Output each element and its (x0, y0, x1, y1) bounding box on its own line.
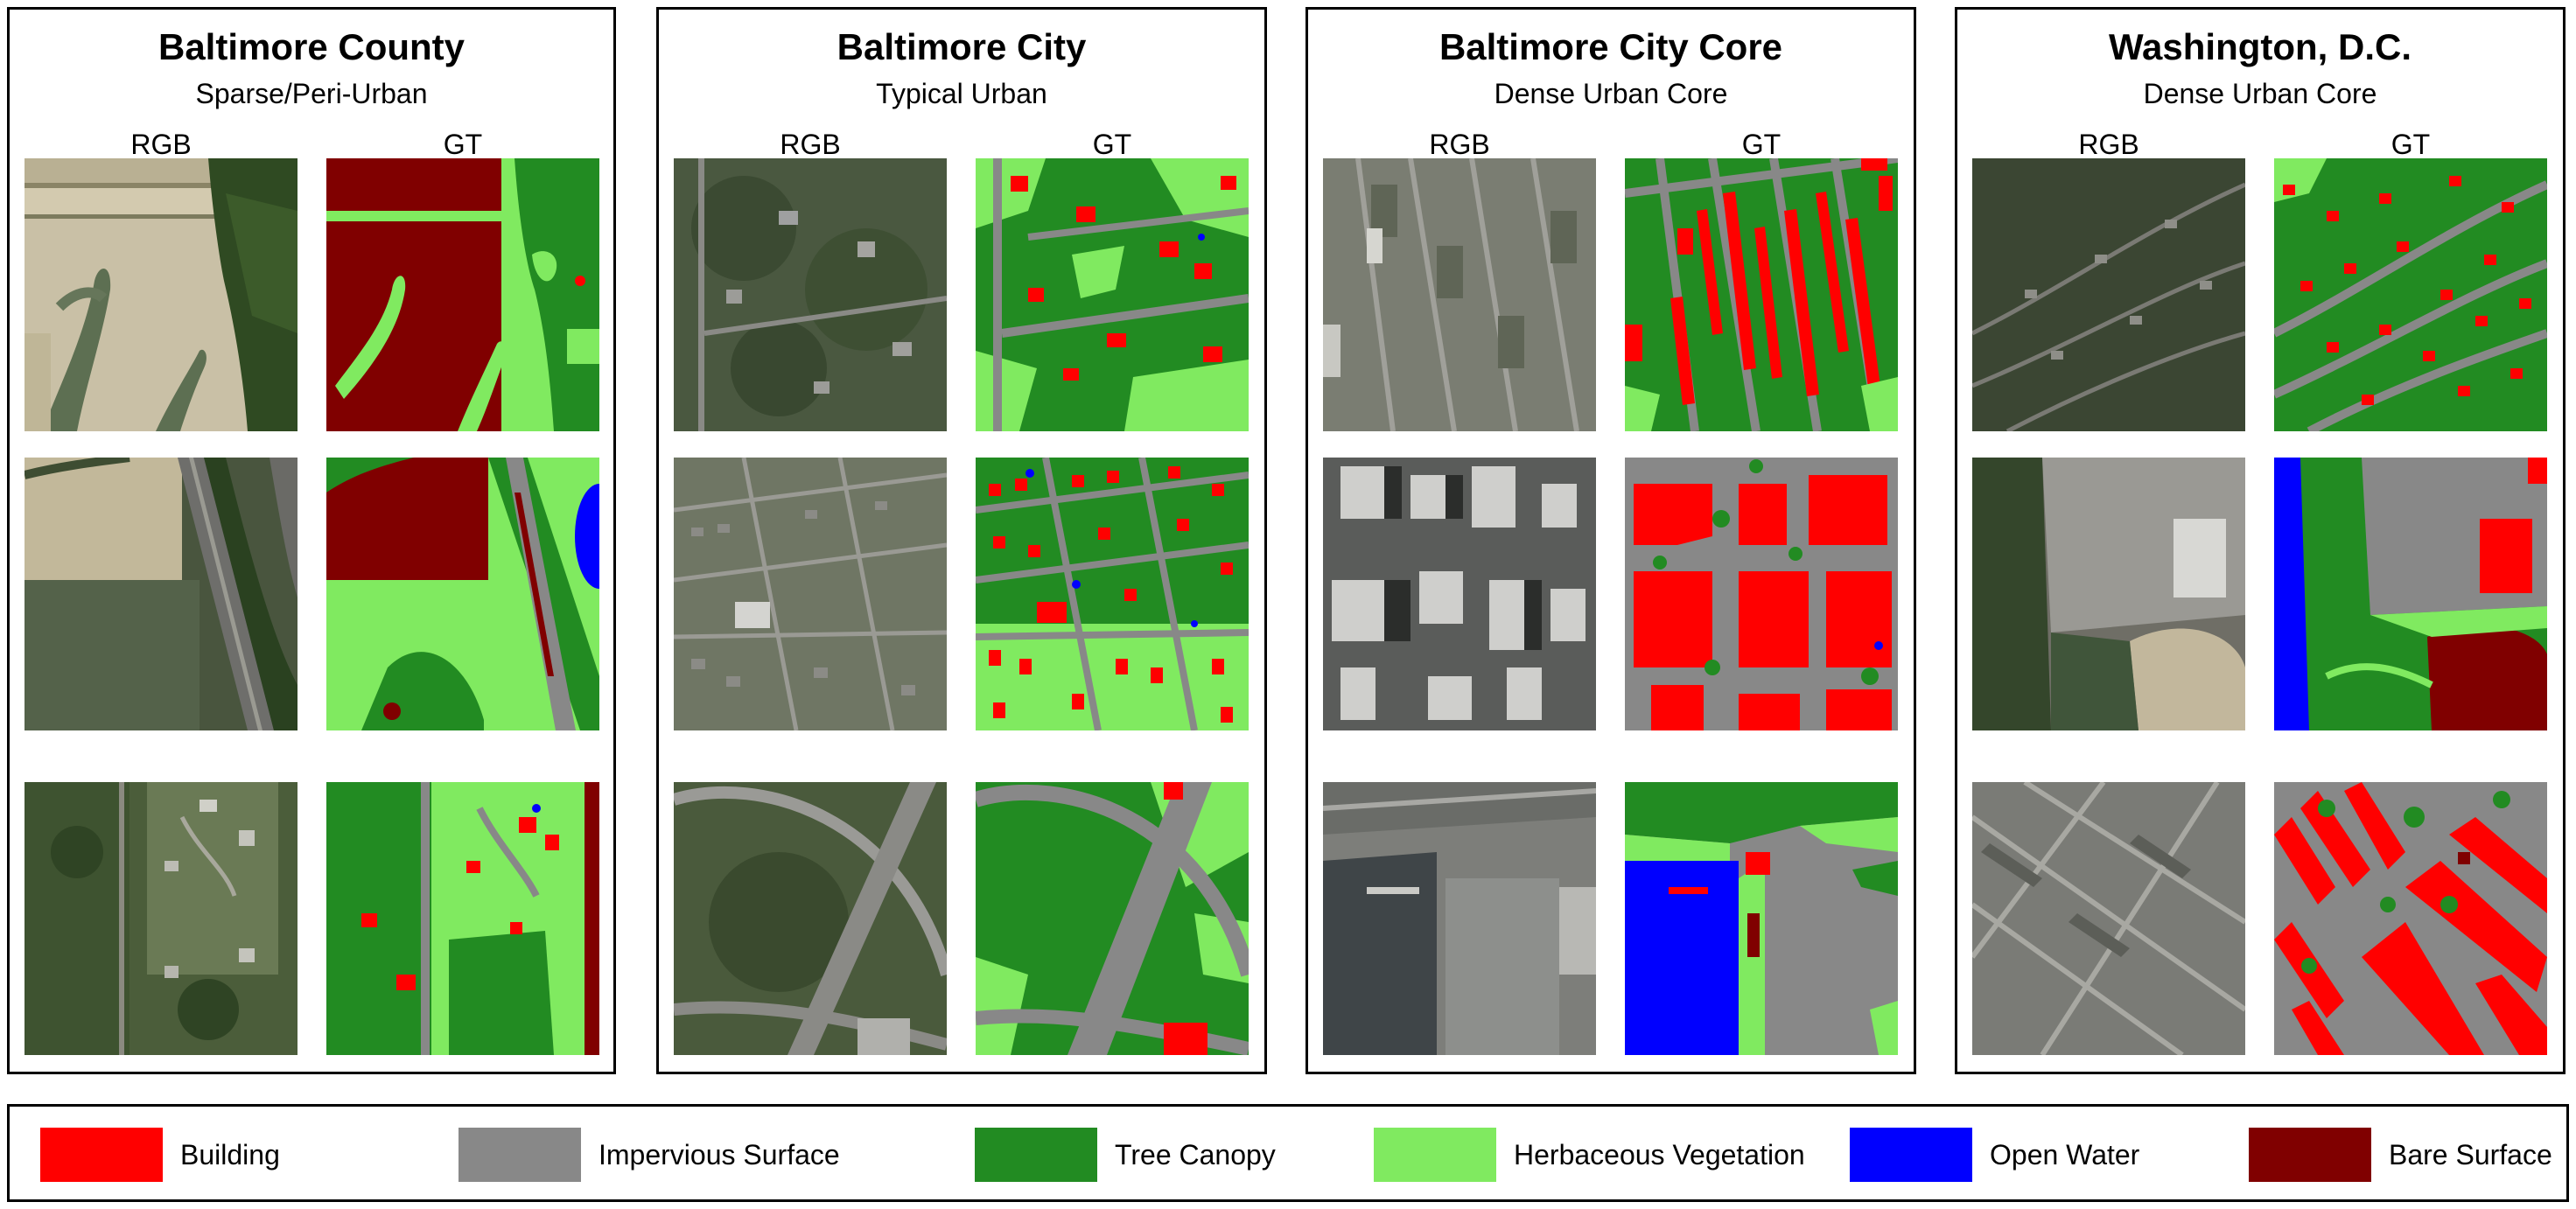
rgb-column-label: RGB (130, 129, 192, 160)
ground-truth-mask (326, 158, 599, 431)
rgb-aerial-image (674, 458, 947, 730)
rgb-aerial-image (1972, 158, 2245, 431)
ground-truth-mask (1625, 458, 1898, 730)
panel-washington-dc: Washington, D.C. Dense Urban Core RGB GT (1955, 7, 2566, 1074)
ground-truth-mask (976, 458, 1249, 730)
panel-title: Baltimore City Core (1438, 26, 1783, 67)
legend: Building Impervious Surface Tree Canopy … (7, 1104, 2569, 1202)
panel-baltimore-city-core: Baltimore City Core Dense Urban Core RGB… (1306, 7, 1916, 1074)
panel-title: Washington, D.C. (2108, 26, 2412, 67)
panel-baltimore-county: Baltimore County Sparse/Peri-Urban RGB G… (7, 7, 616, 1074)
legend-item-open-water: Open Water (1850, 1128, 2139, 1182)
legend-swatch (1374, 1128, 1496, 1182)
ground-truth-mask (326, 782, 599, 1055)
legend-item-building: Building (40, 1128, 280, 1182)
panel-subtitle: Typical Urban (876, 78, 1047, 109)
legend-item-bare-surface: Bare Surface (2249, 1128, 2552, 1182)
rgb-aerial-image (24, 782, 298, 1055)
legend-label: Open Water (1990, 1139, 2140, 1171)
gt-column-label: GT (1092, 129, 1132, 160)
ground-truth-mask (976, 158, 1249, 431)
ground-truth-mask (2274, 782, 2547, 1055)
ground-truth-mask (326, 458, 599, 730)
rgb-aerial-image (674, 158, 947, 431)
rgb-aerial-image (674, 782, 947, 1055)
rgb-aerial-image (1972, 458, 2245, 730)
rgb-aerial-image (1323, 158, 1596, 431)
legend-label: Herbaceous Vegetation (1514, 1139, 1805, 1171)
rgb-aerial-image (1972, 782, 2245, 1055)
legend-item-herbaceous-vegetation: Herbaceous Vegetation (1374, 1128, 1805, 1182)
legend-swatch (975, 1128, 1097, 1182)
legend-item-impervious-surface: Impervious Surface (458, 1128, 840, 1182)
panel-title: Baltimore County (158, 26, 466, 67)
legend-swatch (1850, 1128, 1972, 1182)
panel-baltimore-city: Baltimore City Typical Urban RGB GT (656, 7, 1267, 1074)
legend-swatch (458, 1128, 581, 1182)
ground-truth-mask (1625, 782, 1898, 1055)
panel-subtitle: Dense Urban Core (2143, 78, 2377, 109)
rgb-aerial-image (24, 158, 298, 431)
ground-truth-mask (2274, 458, 2547, 730)
rgb-aerial-image (1323, 782, 1596, 1055)
ground-truth-mask (2274, 158, 2547, 431)
rgb-aerial-image (24, 458, 298, 730)
panel-title: Baltimore City (836, 26, 1087, 67)
ground-truth-mask (1625, 158, 1898, 431)
ground-truth-mask (976, 782, 1249, 1055)
legend-label: Bare Surface (2389, 1139, 2552, 1171)
panel-subtitle: Dense Urban Core (1494, 78, 1728, 109)
legend-label: Tree Canopy (1115, 1139, 1276, 1171)
gt-column-label: GT (2390, 129, 2431, 160)
legend-label: Building (180, 1139, 280, 1171)
rgb-column-label: RGB (780, 129, 841, 160)
legend-item-tree-canopy: Tree Canopy (975, 1128, 1276, 1182)
legend-swatch (40, 1128, 163, 1182)
gt-column-label: GT (443, 129, 483, 160)
rgb-column-label: RGB (1429, 129, 1490, 160)
rgb-column-label: RGB (2078, 129, 2139, 160)
legend-label: Impervious Surface (598, 1139, 840, 1171)
legend-swatch (2249, 1128, 2371, 1182)
gt-column-label: GT (1741, 129, 1782, 160)
panel-subtitle: Sparse/Peri-Urban (195, 78, 428, 109)
rgb-aerial-image (1323, 458, 1596, 730)
